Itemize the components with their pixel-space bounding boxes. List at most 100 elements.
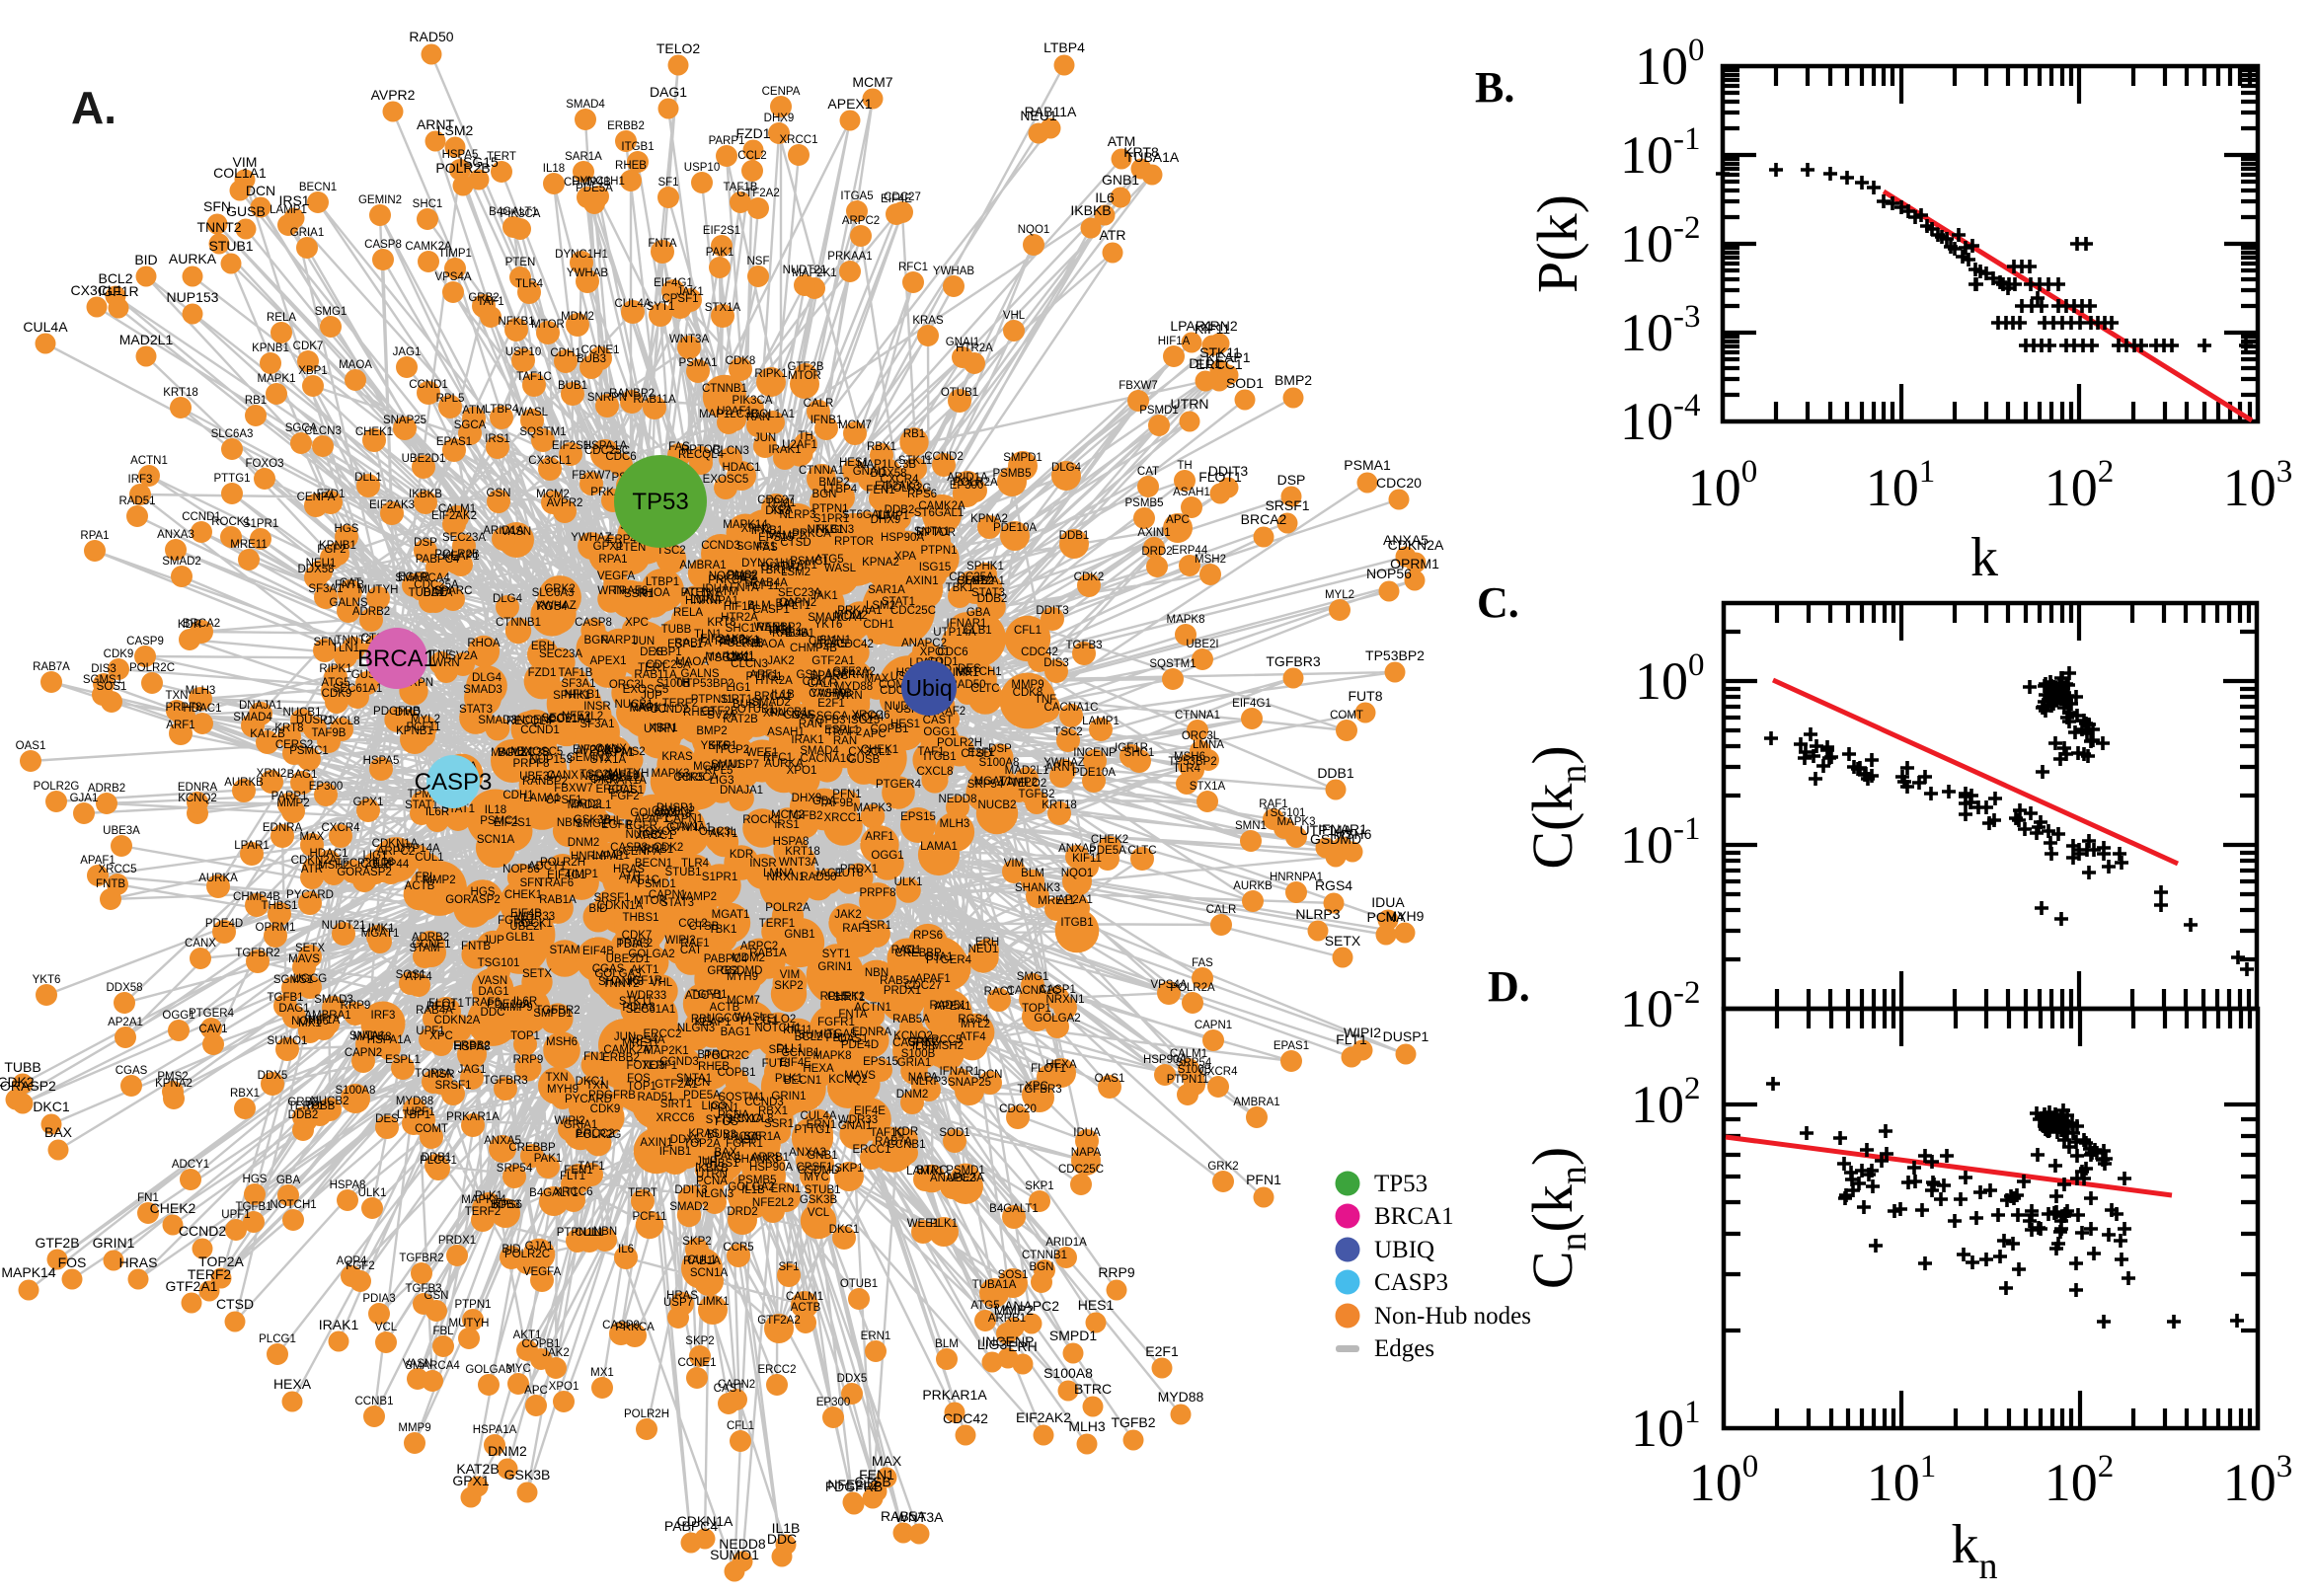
svg-text:FAS: FAS [1192, 957, 1213, 969]
svg-text:BAX: BAX [44, 1124, 73, 1140]
svg-text:SUMO1: SUMO1 [268, 1035, 308, 1047]
svg-text:BID: BID [134, 252, 157, 267]
svg-text:MAPK3: MAPK3 [652, 768, 690, 780]
svg-text:TLN1: TLN1 [332, 643, 359, 654]
svg-text:HRAS: HRAS [613, 864, 645, 875]
svg-text:RPL5: RPL5 [436, 393, 465, 405]
svg-text:DKC1: DKC1 [576, 1076, 606, 1088]
svg-text:PSMB5: PSMB5 [993, 468, 1032, 480]
svg-text:SOD1: SOD1 [1226, 375, 1264, 391]
svg-text:KEAP1: KEAP1 [442, 551, 479, 563]
svg-text:IFNB1: IFNB1 [751, 525, 784, 537]
svg-text:NBN: NBN [557, 817, 580, 829]
svg-text:PRPF8: PRPF8 [512, 758, 549, 770]
svg-text:PSMA1: PSMA1 [679, 357, 718, 369]
svg-text:CDK2: CDK2 [654, 842, 684, 854]
svg-text:AURKA: AURKA [169, 251, 217, 266]
svg-text:HSPA8: HSPA8 [773, 836, 810, 848]
svg-text:TGFB3: TGFB3 [809, 715, 845, 726]
svg-text:RPTOR: RPTOR [834, 536, 874, 548]
svg-text:GBA: GBA [276, 1175, 301, 1186]
svg-text:GRK2: GRK2 [544, 583, 575, 595]
svg-text:UBE3A: UBE3A [519, 771, 557, 783]
svg-text:MLH3: MLH3 [940, 818, 970, 830]
svg-text:SFN: SFN [203, 198, 231, 214]
svg-text:ST6GAL1: ST6GAL1 [842, 509, 892, 521]
svg-text:KPNA2: KPNA2 [970, 513, 1008, 525]
svg-text:SMPD1: SMPD1 [533, 1008, 573, 1020]
svg-text:ANXA5: ANXA5 [1383, 532, 1428, 548]
svg-text:CASP8: CASP8 [610, 842, 648, 854]
svg-text:RIPK1: RIPK1 [319, 663, 351, 675]
svg-text:MYD88: MYD88 [835, 681, 873, 693]
svg-text:CCND1: CCND1 [182, 511, 221, 523]
svg-text:DSP: DSP [414, 537, 437, 549]
svg-text:YWHAZ: YWHAZ [535, 600, 577, 612]
svg-text:NUDT21: NUDT21 [783, 265, 827, 276]
svg-text:Non-Hub nodes: Non-Hub nodes [1374, 1303, 1531, 1330]
svg-text:EXOSC5: EXOSC5 [703, 474, 749, 486]
svg-text:VPS4A: VPS4A [434, 271, 471, 283]
svg-text:VCL: VCL [808, 1207, 830, 1219]
svg-text:HRAS: HRAS [119, 1254, 158, 1270]
svg-text:PSMB5: PSMB5 [1125, 497, 1164, 509]
svg-text:ERH: ERH [975, 937, 999, 949]
svg-text:STX1A: STX1A [1190, 781, 1226, 793]
svg-text:ACTB: ACTB [791, 1302, 821, 1314]
svg-text:BLM: BLM [935, 1338, 959, 1350]
svg-text:TGFBR2: TGFBR2 [399, 1253, 443, 1264]
svg-text:EIF2AK3: EIF2AK3 [369, 499, 415, 511]
svg-text:PCF11: PCF11 [633, 1211, 667, 1223]
svg-text:ARNT: ARNT [417, 116, 455, 132]
svg-text:CCND3: CCND3 [659, 1056, 699, 1068]
svg-text:IL18: IL18 [543, 163, 565, 175]
svg-text:KIF11: KIF11 [1072, 853, 1102, 865]
svg-text:MMP2: MMP2 [276, 798, 309, 809]
svg-text:TGFB1: TGFB1 [690, 989, 727, 1001]
svg-text:HSPA1A: HSPA1A [473, 1424, 517, 1436]
svg-text:DLG4: DLG4 [1051, 462, 1082, 474]
svg-text:FNTA: FNTA [648, 238, 677, 250]
svg-text:RB1: RB1 [691, 1014, 713, 1026]
svg-text:SETX: SETX [522, 968, 552, 980]
svg-text:SF1: SF1 [657, 177, 678, 189]
svg-text:IRAK1: IRAK1 [768, 444, 801, 456]
svg-text:KIF11: KIF11 [1195, 321, 1231, 337]
svg-text:BGN: BGN [1030, 1261, 1054, 1273]
svg-text:NOP56: NOP56 [291, 1016, 329, 1027]
svg-text:LAMP1: LAMP1 [1082, 716, 1119, 727]
svg-text:POLR2B: POLR2B [435, 160, 490, 176]
svg-text:YKT6: YKT6 [701, 740, 730, 752]
svg-text:SHANK3: SHANK3 [1015, 882, 1060, 894]
svg-text:GSDMD: GSDMD [798, 1165, 840, 1177]
svg-text:MAPK14: MAPK14 [1, 1264, 55, 1280]
svg-text:RPTOR: RPTOR [681, 444, 721, 456]
svg-text:EGFR: EGFR [398, 571, 429, 583]
svg-text:XPA: XPA [894, 551, 916, 563]
svg-text:GSK3B: GSK3B [800, 1194, 838, 1206]
svg-text:E2F1: E2F1 [817, 698, 845, 710]
svg-text:HGS: HGS [335, 523, 359, 535]
svg-text:XPO1: XPO1 [787, 765, 817, 777]
svg-text:ERN1: ERN1 [807, 1119, 837, 1131]
svg-text:UTRN: UTRN [644, 723, 675, 735]
svg-text:SKP2: SKP2 [774, 980, 803, 992]
svg-text:MAOA: MAOA [339, 359, 372, 371]
svg-text:CX3CL1: CX3CL1 [528, 455, 571, 467]
svg-text:NSF: NSF [747, 256, 770, 267]
svg-text:PCF11: PCF11 [407, 722, 441, 733]
svg-text:HES1: HES1 [839, 457, 869, 469]
svg-text:HEXA: HEXA [803, 1063, 834, 1075]
svg-text:RAF1: RAF1 [842, 923, 871, 935]
svg-text:DDIT3: DDIT3 [1208, 463, 1249, 479]
svg-text:ERCC2: ERCC2 [577, 1128, 615, 1140]
svg-text:IDUA: IDUA [1371, 894, 1405, 910]
svg-text:TXN: TXN [546, 1072, 569, 1084]
svg-text:POLR2G: POLR2G [34, 781, 80, 793]
svg-text:ARPC2: ARPC2 [740, 941, 778, 952]
svg-text:UBIQ: UBIQ [1374, 1237, 1434, 1263]
svg-text:JAG1: JAG1 [458, 1064, 487, 1076]
svg-text:NEU1: NEU1 [1020, 108, 1057, 123]
svg-text:NQO1: NQO1 [709, 570, 741, 582]
svg-text:ERCC2: ERCC2 [758, 1364, 797, 1376]
